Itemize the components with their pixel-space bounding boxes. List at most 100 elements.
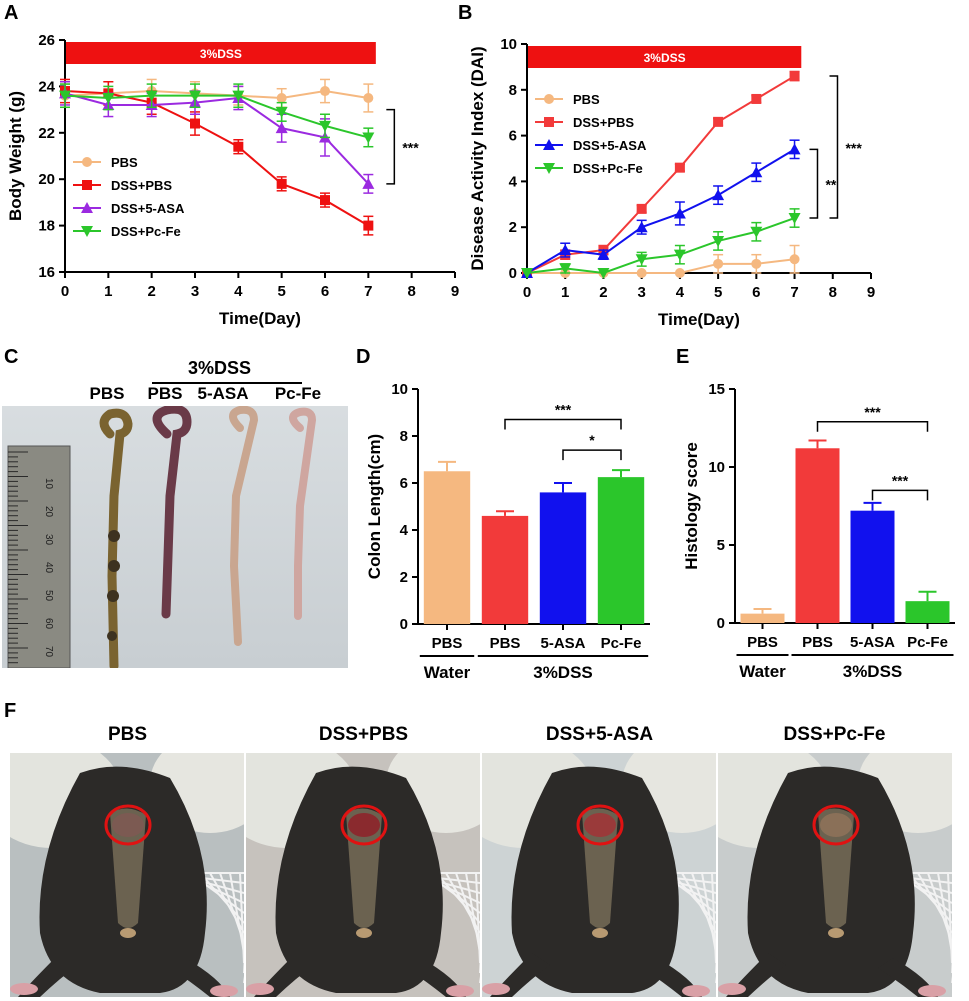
series-line	[64, 94, 369, 139]
ruler-number: 50	[43, 590, 54, 602]
cage-wire	[475, 872, 480, 964]
data-point	[673, 249, 686, 261]
bracket-line	[562, 449, 622, 461]
x-tick-label: PBS	[747, 634, 778, 651]
x-tick-label: 9	[451, 283, 459, 300]
mouse-paw	[246, 983, 274, 995]
significance-label: ***	[555, 402, 572, 418]
x-axis-label: Time(Day)	[658, 310, 740, 329]
data-point	[712, 189, 725, 201]
data-point	[275, 106, 288, 118]
colon-label-pbs-dss: PBS	[147, 384, 183, 403]
significance-bracket: ***	[504, 402, 622, 430]
cage-wire	[701, 872, 716, 954]
data-point	[320, 195, 330, 206]
significance-bracket: ***	[871, 472, 929, 501]
legend: PBS DSS+PBS DSS+5-ASA DSS+Pc-Fe	[535, 92, 647, 176]
data-point	[363, 220, 374, 231]
series-dss-pc-fe	[59, 83, 375, 148]
lesion-circle	[340, 804, 388, 846]
data-point	[319, 120, 331, 132]
data-point	[636, 203, 647, 214]
cage-wire	[229, 872, 244, 954]
mouse-photo	[10, 753, 244, 997]
x-tick-label: 8	[829, 284, 837, 301]
bar	[740, 613, 785, 623]
significance-bracket: ***	[829, 75, 862, 219]
cage-wire	[711, 872, 716, 964]
mouse-photo	[246, 753, 480, 997]
x-tick-label: 6	[752, 284, 760, 301]
series-line	[64, 90, 369, 227]
group-label: Water	[424, 663, 471, 680]
data-point	[190, 118, 200, 129]
data-point	[636, 268, 647, 278]
x-tick-label: PBS	[432, 635, 463, 652]
group-label: 3%DSS	[533, 663, 593, 680]
colon-header-dss: 3%DSS	[188, 358, 252, 378]
dai-line-chart: 3%DSS 0 1 2 3 4 5 6 7 8 9 0 2 4 6 8 10 Time(Day) Disease A…	[468, 36, 875, 329]
y-tick-label: 2	[400, 569, 408, 586]
data-point	[751, 258, 762, 269]
lesion-circle	[576, 804, 624, 846]
y-tick-label: 15	[708, 381, 725, 398]
series-line	[526, 75, 796, 274]
x-tick-label: Pc-Fe	[907, 634, 948, 651]
colon-label-pcfe: Pc-Fe	[274, 384, 322, 403]
mouse-paw	[918, 985, 946, 997]
series-line	[64, 92, 370, 185]
x-tick-label: 8	[407, 283, 415, 300]
colon-photo-panel: 3%DSS PBS PBS 5-ASA Pc-Fe 10 20 30 40 50 60 70	[0, 340, 350, 670]
data-point	[750, 166, 763, 178]
x-tick-label: 0	[523, 284, 531, 301]
y-tick-label: 26	[38, 32, 55, 49]
cage-wire	[937, 872, 952, 954]
series-dss-pc-fe	[521, 208, 801, 279]
data-point	[674, 268, 685, 278]
bracket-line	[816, 421, 929, 432]
mouse-paw	[446, 985, 474, 997]
genital-region	[828, 928, 844, 938]
significance-label: ***	[845, 140, 862, 156]
data-point	[559, 263, 572, 275]
mouse-title-dss-5asa: DSS+5-ASA	[545, 724, 654, 745]
panel-letter-a: A	[4, 2, 19, 24]
legend-marker	[82, 157, 92, 167]
panel-letter-f: F	[4, 700, 17, 722]
legend-label: DSS+5-ASA	[111, 201, 185, 216]
data-point	[59, 90, 71, 102]
y-tick-label: 10	[708, 459, 725, 476]
data-point	[635, 221, 648, 233]
y-axis-label: Disease Activity Index (DAI)	[468, 46, 487, 270]
series-line	[64, 90, 369, 100]
mouse-belly	[818, 808, 854, 928]
mouse-scene	[482, 753, 716, 997]
ruler-ticks: 10 20 30 40 50 60 70	[8, 451, 54, 664]
data-point	[276, 93, 287, 103]
x-tick-label: Pc-Fe	[601, 635, 642, 652]
ruler-number: 30	[43, 534, 54, 546]
bracket-line	[504, 418, 622, 430]
legend-label: DSS+Pc-Fe	[111, 224, 181, 239]
cage-wire	[947, 872, 952, 964]
significance-label: *	[589, 432, 595, 448]
group-label: 3%DSS	[843, 662, 903, 680]
mouse-title-dss-pcfe: DSS+Pc-Fe	[783, 724, 886, 745]
y-tick-label: 0	[400, 616, 408, 633]
mouse-scene	[10, 753, 244, 997]
y-tick-label: 24	[38, 78, 55, 95]
x-tick-label: 2	[147, 283, 155, 300]
legend-label: DSS+PBS	[573, 115, 634, 130]
series-line	[526, 217, 795, 275]
y-tick-label: 22	[38, 125, 55, 142]
colon-label-5asa: 5-ASA	[197, 384, 249, 403]
anal-region	[112, 813, 144, 837]
legend: PBS DSS+PBS DSS+5-ASA DSS+Pc-Fe	[73, 155, 185, 239]
ruler-number: 20	[43, 506, 54, 518]
mouse-belly	[346, 808, 382, 928]
bar	[481, 515, 529, 624]
panel-letter-d: D	[356, 346, 371, 368]
bar	[850, 510, 895, 623]
x-tick-label: 5-ASA	[850, 634, 895, 651]
x-tick-label: 3	[191, 283, 199, 300]
